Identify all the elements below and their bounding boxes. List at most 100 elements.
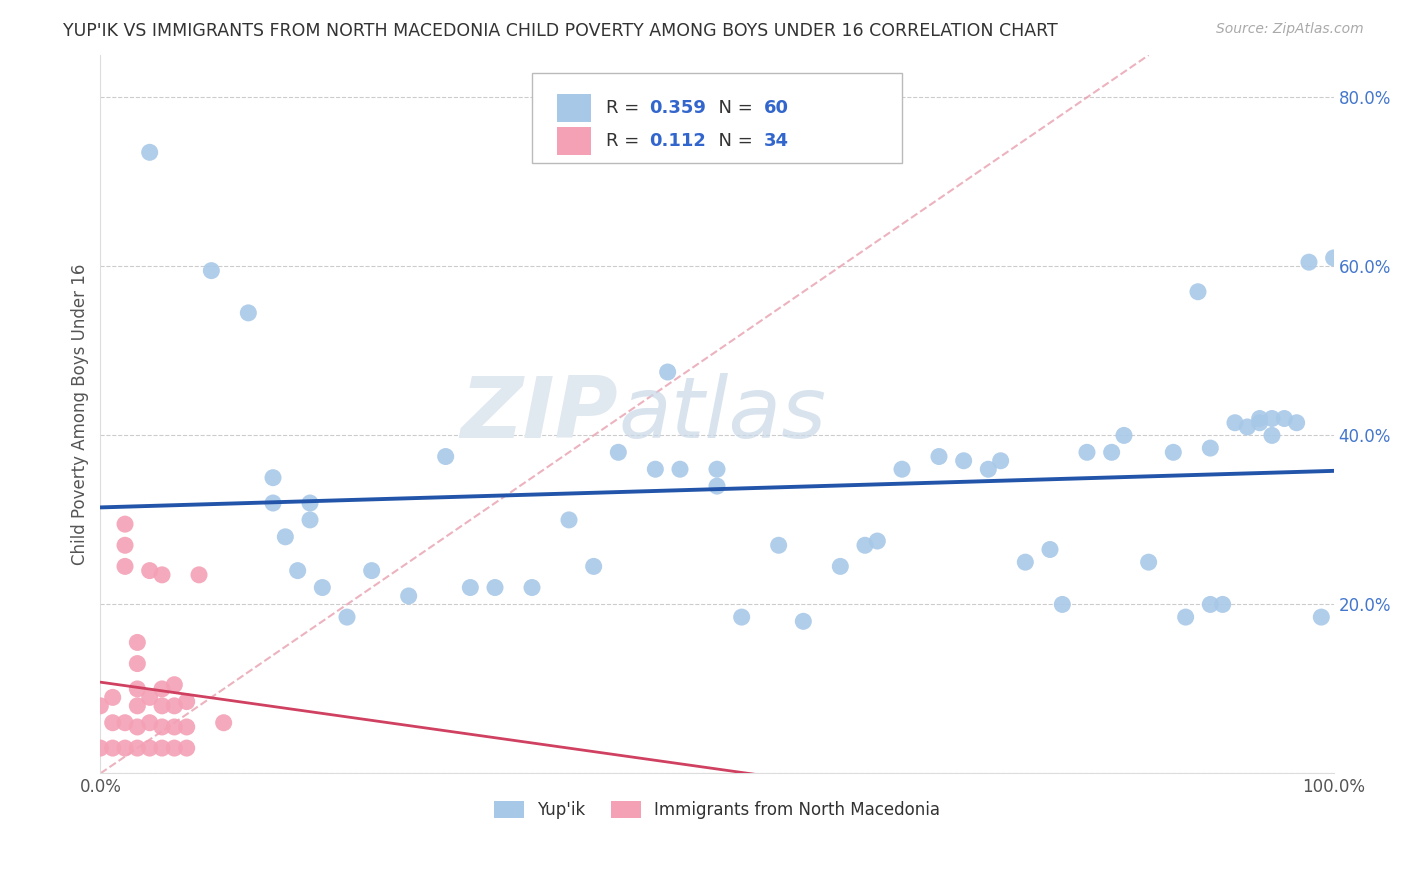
Point [558,513,581,527]
Point [138,145,160,160]
Point [114,538,136,552]
Point [977,462,1000,476]
Point [582,559,605,574]
Point [138,715,160,730]
Point [607,445,630,459]
Point [1261,428,1284,442]
Point [1236,420,1258,434]
Point [150,741,173,756]
Point [262,470,284,484]
Point [163,698,186,713]
Point [730,610,752,624]
Point [127,635,149,649]
Point [114,741,136,756]
Point [1199,598,1222,612]
Point [1174,610,1197,624]
Point [1112,428,1135,442]
Point [1261,411,1284,425]
Text: 34: 34 [763,132,789,150]
Point [657,365,679,379]
Point [127,741,149,756]
Point [853,538,876,552]
Point [891,462,914,476]
Point [1014,555,1036,569]
Text: 0.359: 0.359 [650,99,706,117]
Point [1323,251,1346,265]
Point [176,695,198,709]
Point [1187,285,1209,299]
Point [336,610,359,624]
Point [1137,555,1160,569]
Point [1285,416,1308,430]
Point [287,564,309,578]
Point [990,454,1012,468]
Point [1249,416,1271,430]
Point [238,306,260,320]
Point [127,720,149,734]
Text: 0.112: 0.112 [650,132,706,150]
Point [114,715,136,730]
Point [114,517,136,532]
FancyBboxPatch shape [531,73,903,163]
Point [150,681,173,696]
Text: YUP'IK VS IMMIGRANTS FROM NORTH MACEDONIA CHILD POVERTY AMONG BOYS UNDER 16 CORR: YUP'IK VS IMMIGRANTS FROM NORTH MACEDONI… [63,22,1059,40]
Point [1052,598,1074,612]
Point [212,715,235,730]
Point [1039,542,1062,557]
Point [1076,445,1098,459]
Point [150,567,173,582]
Point [188,567,211,582]
Point [262,496,284,510]
Point [1223,416,1246,430]
Point [706,479,728,493]
Point [952,454,974,468]
Text: N =: N = [707,132,759,150]
Point [792,615,814,629]
Point [127,698,149,713]
Point [127,681,149,696]
Point [89,741,111,756]
Text: R =: R = [606,132,645,150]
Point [114,559,136,574]
Point [163,678,186,692]
Point [1163,445,1185,459]
Point [200,263,222,277]
Point [274,530,297,544]
Point [644,462,666,476]
Point [150,720,173,734]
Point [298,513,321,527]
Point [101,690,124,705]
Point [398,589,420,603]
Point [311,581,333,595]
Point [434,450,457,464]
Point [1298,255,1320,269]
Bar [557,95,591,121]
Point [89,698,111,713]
Text: R =: R = [606,99,645,117]
Point [360,564,382,578]
Point [1272,411,1295,425]
Point [163,720,186,734]
Point [706,462,728,476]
Point [150,698,173,713]
Point [768,538,790,552]
Point [163,741,186,756]
Point [298,496,321,510]
Point [176,741,198,756]
Point [1249,411,1271,425]
Text: 60: 60 [763,99,789,117]
Text: N =: N = [707,99,759,117]
Point [669,462,692,476]
Bar [557,128,591,155]
Point [460,581,482,595]
Y-axis label: Child Poverty Among Boys Under 16: Child Poverty Among Boys Under 16 [72,264,89,565]
Point [138,690,160,705]
Point [138,564,160,578]
Text: Source: ZipAtlas.com: Source: ZipAtlas.com [1216,22,1364,37]
Point [866,534,889,549]
Point [928,450,950,464]
Legend: Yup'ik, Immigrants from North Macedonia: Yup'ik, Immigrants from North Macedonia [488,795,946,826]
Point [1212,598,1234,612]
Point [101,715,124,730]
Point [520,581,543,595]
